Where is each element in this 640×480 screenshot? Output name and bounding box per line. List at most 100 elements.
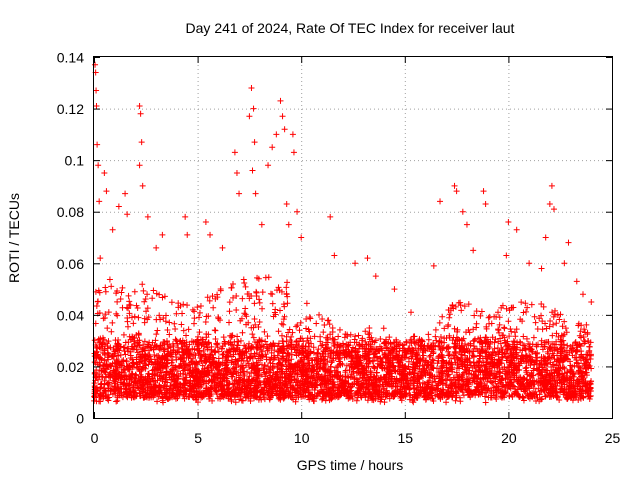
data-point (178, 321, 185, 328)
data-point (354, 388, 361, 395)
data-point (559, 370, 566, 377)
data-point (446, 314, 453, 321)
data-point (336, 326, 343, 333)
data-point (386, 395, 393, 402)
data-point (243, 385, 250, 392)
data-point (104, 325, 111, 332)
data-point (564, 342, 571, 349)
data-point (350, 368, 357, 375)
data-point (324, 335, 331, 342)
data-point (200, 347, 207, 354)
data-point (252, 321, 259, 328)
data-point (256, 299, 263, 306)
data-point (174, 368, 181, 375)
data-point (331, 336, 338, 343)
data-point (226, 308, 233, 315)
data-point (473, 308, 480, 315)
data-point (323, 345, 330, 352)
data-point (242, 283, 249, 290)
data-point (209, 397, 216, 404)
data-point (386, 334, 393, 341)
data-point (335, 333, 342, 340)
data-point (141, 338, 148, 345)
data-point (547, 318, 554, 325)
data-point (275, 340, 282, 347)
data-point (550, 313, 557, 320)
data-point (523, 308, 530, 315)
data-point (208, 377, 215, 384)
data-point (206, 297, 213, 304)
data-point (162, 318, 169, 325)
data-point (473, 320, 480, 327)
data-point (488, 394, 495, 401)
data-point (465, 301, 472, 308)
data-point (536, 315, 543, 322)
data-point (269, 385, 276, 392)
data-point (559, 323, 566, 330)
data-point (410, 399, 417, 406)
data-point (256, 296, 263, 303)
data-point (489, 334, 496, 341)
data-point (197, 354, 204, 361)
data-point (293, 375, 300, 382)
data-point (209, 293, 216, 300)
data-point (172, 336, 179, 343)
data-point (534, 394, 541, 401)
data-point (120, 331, 127, 338)
data-point (241, 349, 248, 356)
data-point (469, 379, 476, 386)
data-point (132, 375, 139, 382)
data-point (496, 321, 503, 328)
data-point (253, 292, 260, 299)
data-point (210, 373, 217, 380)
data-point (233, 306, 240, 313)
data-point (266, 366, 273, 373)
data-point (133, 372, 140, 379)
data-point (568, 346, 575, 353)
data-point (108, 328, 115, 335)
data-point (144, 291, 151, 298)
data-point (522, 300, 529, 307)
data-point (121, 348, 128, 355)
data-point (480, 359, 487, 366)
data-point (316, 311, 323, 318)
data-point (446, 332, 453, 339)
chart-title: Day 241 of 2024, Rate Of TEC Index for r… (186, 20, 515, 36)
data-point (134, 305, 141, 312)
data-point (553, 330, 560, 337)
data-point (172, 325, 179, 332)
data-point (413, 339, 420, 346)
data-point (318, 396, 325, 403)
data-point (136, 359, 143, 366)
data-point (576, 332, 583, 339)
data-point (495, 309, 502, 316)
data-point (126, 310, 133, 317)
data-point (486, 313, 493, 320)
data-point (557, 336, 564, 343)
data-point (180, 327, 187, 334)
data-point (283, 284, 290, 291)
data-point (351, 336, 358, 343)
data-point (108, 383, 115, 390)
data-point (326, 321, 333, 328)
data-point (238, 315, 245, 322)
data-point (123, 372, 130, 379)
data-point (495, 326, 502, 333)
data-point (295, 342, 302, 349)
data-point (276, 307, 283, 314)
data-point (248, 292, 255, 299)
data-point (253, 359, 260, 366)
data-point (261, 328, 268, 335)
data-point (280, 321, 287, 328)
data-point (528, 301, 535, 308)
data-point (520, 397, 527, 404)
data-point (326, 390, 333, 397)
data-point (260, 366, 267, 373)
data-point (503, 357, 510, 364)
data-point (111, 383, 118, 390)
data-point (171, 320, 178, 327)
data-point (538, 341, 545, 348)
data-point (141, 315, 148, 322)
data-point (131, 341, 138, 348)
data-point (222, 362, 229, 369)
